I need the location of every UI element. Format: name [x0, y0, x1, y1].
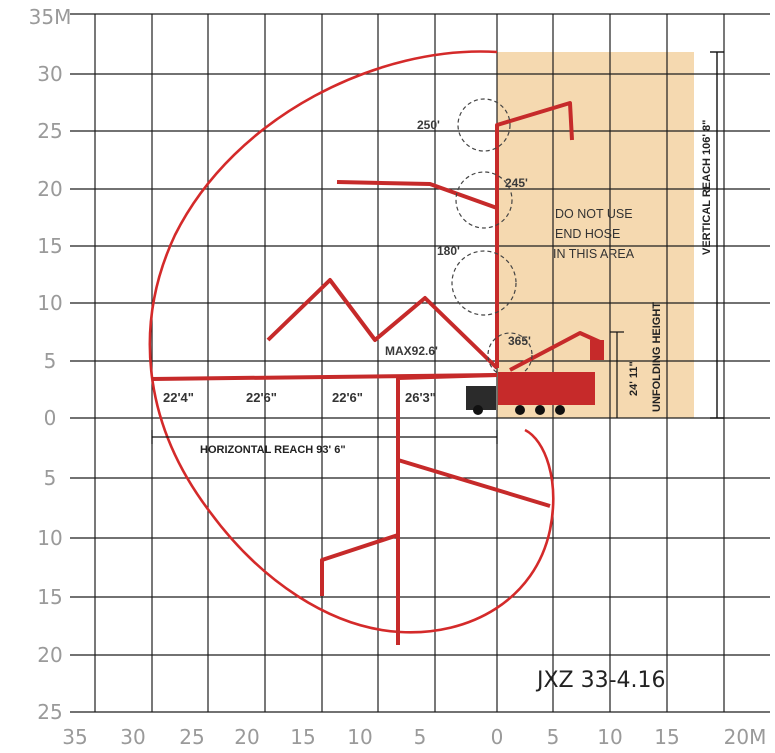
- boom-vertical-position: [495, 101, 574, 368]
- x-axis-tick-label: 15: [290, 725, 315, 749]
- y-axis-tick-label: 25: [37, 119, 62, 143]
- no-hose-line-1: DO NOT USE: [555, 207, 633, 221]
- unfolding-height-value: 24' 11": [628, 361, 640, 396]
- x-axis-tick-label: 0: [491, 725, 504, 749]
- reach-envelope-curve: [148, 50, 555, 634]
- boom-mid-position: [266, 278, 499, 370]
- x-axis-tick-label: 5: [414, 725, 427, 749]
- y-axis-tick-label: 20: [37, 177, 62, 201]
- y-axis-ticks: 35M 30 25 20 15 10 5 0 5 10 15 20 25: [29, 5, 72, 724]
- horizontal-reach-dimension: [151, 430, 498, 444]
- x-axis-tick-label: 20: [234, 725, 259, 749]
- model-label: JXZ 33-4.16: [535, 668, 666, 693]
- y-axis-tick-label: 15: [37, 585, 62, 609]
- boom-folded-position: [509, 331, 601, 372]
- angle-label-4: 365': [508, 334, 531, 348]
- section-length-4: 26'3": [405, 390, 436, 405]
- x-axis-tick-label: 10: [347, 725, 372, 749]
- vertical-reach-dimension: [710, 51, 724, 419]
- max-angle-label: MAX92.6': [385, 344, 438, 358]
- angle-label-3: 180': [437, 244, 460, 258]
- boom-low-position: [320, 373, 551, 645]
- pump-truck: [466, 340, 604, 415]
- angle-label-2: 245': [505, 176, 528, 190]
- unfolding-height-label: UNFOLDING HEIGHT: [651, 302, 663, 412]
- x-axis-ticks: 35 30 25 20 15 10 5 0 5 10 15 20M: [62, 725, 766, 749]
- x-axis-tick-label: 20M: [724, 725, 767, 749]
- y-axis-tick-label: 10: [37, 526, 62, 550]
- vertical-reach-label: VERTICAL REACH 106' 8": [701, 120, 713, 255]
- x-axis-tick-label: 30: [120, 725, 145, 749]
- x-axis-tick-label: 10: [597, 725, 622, 749]
- y-axis-tick-label: 5: [44, 466, 57, 490]
- boom-high-position: [336, 180, 499, 368]
- x-axis-tick-label: 15: [654, 725, 679, 749]
- y-axis-tick-label: 25: [37, 700, 62, 724]
- horizontal-reach-label: HORIZONTAL REACH 93' 6": [200, 444, 346, 456]
- unfolding-height-dimension: [610, 331, 624, 418]
- no-hose-line-3: IN THIS AREA: [553, 247, 635, 261]
- y-axis-tick-label: 20: [37, 643, 62, 667]
- no-hose-line-2: END HOSE: [555, 227, 620, 241]
- grid: [70, 13, 770, 713]
- y-axis-tick-label: 15: [37, 234, 62, 258]
- section-length-1: 22'4": [163, 390, 194, 405]
- section-length-3: 22'6": [332, 390, 363, 405]
- x-axis-tick-label: 35: [62, 725, 87, 749]
- section-length-2: 22'6": [246, 390, 277, 405]
- slewing-circles: [451, 98, 533, 378]
- angle-label-1: 250': [417, 118, 440, 132]
- y-axis-tick-label: 35M: [29, 5, 72, 29]
- y-axis-tick-label: 10: [37, 291, 62, 315]
- y-axis-tick-label: 5: [44, 349, 57, 373]
- x-axis-tick-label: 25: [179, 725, 204, 749]
- y-axis-tick-label: 0: [44, 406, 57, 430]
- x-axis-tick-label: 5: [547, 725, 560, 749]
- y-axis-tick-label: 30: [37, 62, 62, 86]
